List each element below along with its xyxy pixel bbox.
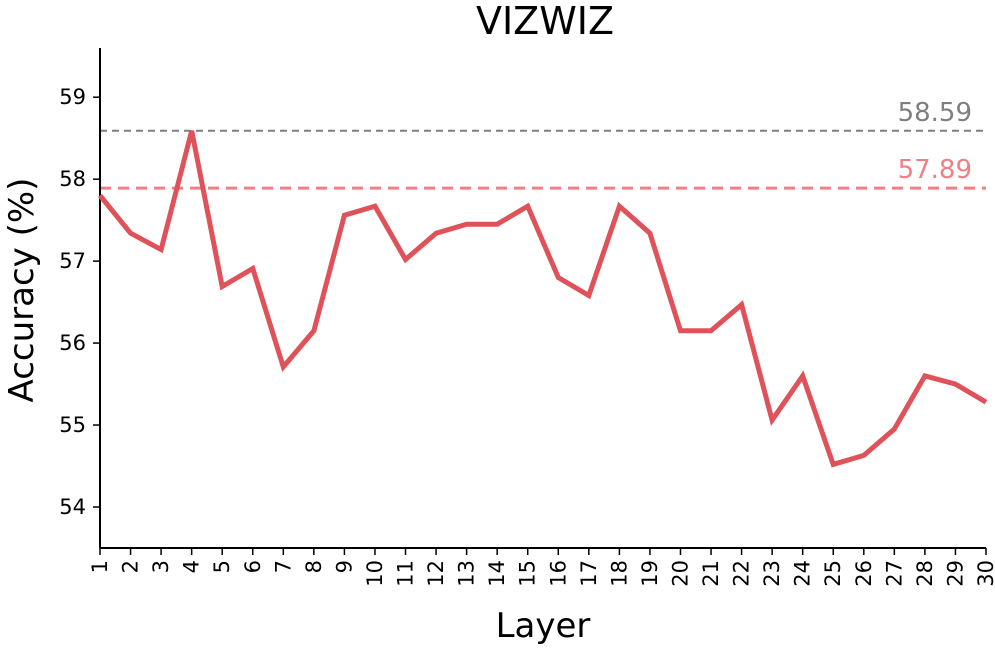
x-tick-label: 1 (88, 560, 112, 573)
x-tick-label: 27 (882, 560, 906, 587)
x-tick-label: 14 (485, 560, 509, 587)
x-tick-label: 26 (852, 560, 876, 587)
x-axis-ticks: 1 2 3 4 5 6 7 8 9 10 11 12 13 14 15 16 17 18 19 20 21 22 23 24 2… (88, 548, 995, 587)
x-tick-label: 16 (546, 560, 570, 587)
axes (99, 48, 986, 549)
x-axis-label: Layer (496, 606, 591, 646)
x-tick-label: 12 (424, 560, 448, 587)
x-tick-label: 23 (760, 560, 784, 587)
x-tick-label: 18 (607, 560, 631, 587)
data-series (98, 130, 988, 468)
x-tick-label: 15 (516, 560, 540, 587)
y-axis-label: Accuracy (%) (2, 178, 42, 403)
x-tick-label: 25 (821, 560, 845, 587)
x-tick-label: 29 (943, 560, 967, 587)
x-tick-label: 10 (363, 560, 387, 587)
x-tick-label: 13 (455, 560, 479, 587)
x-tick-label: 24 (791, 560, 815, 587)
y-tick-label: 56 (59, 331, 86, 355)
x-tick-label: 4 (180, 560, 204, 573)
y-tick-label: 59 (59, 85, 86, 109)
x-tick-label: 30 (974, 560, 995, 587)
x-tick-label: 28 (913, 560, 937, 587)
x-tick-label: 8 (302, 560, 326, 573)
y-axis-ticks: 54 55 56 57 58 59 (59, 85, 100, 519)
reference-line-label: 58.59 (898, 98, 972, 128)
x-tick-label: 21 (699, 560, 723, 587)
x-tick-label: 7 (271, 560, 295, 573)
reference-lines: 58.59 57.89 (100, 98, 986, 190)
y-tick-label: 55 (59, 413, 86, 437)
x-tick-label: 9 (332, 560, 356, 573)
x-tick-label: 5 (210, 560, 234, 573)
x-tick-label: 2 (119, 560, 143, 573)
x-tick-label: 11 (394, 560, 418, 587)
y-tick-label: 57 (59, 249, 86, 273)
x-tick-label: 22 (730, 560, 754, 587)
x-tick-label: 6 (241, 560, 265, 573)
y-tick-label: 54 (59, 495, 86, 519)
x-tick-label: 20 (668, 560, 692, 587)
reference-line-label: 57.89 (898, 155, 972, 185)
x-tick-label: 17 (577, 560, 601, 587)
x-tick-label: 19 (638, 560, 662, 587)
y-tick-label: 58 (59, 167, 86, 191)
series-line (98, 130, 988, 468)
x-tick-label: 3 (149, 560, 173, 573)
chart-title: VIZWIZ (476, 0, 614, 43)
